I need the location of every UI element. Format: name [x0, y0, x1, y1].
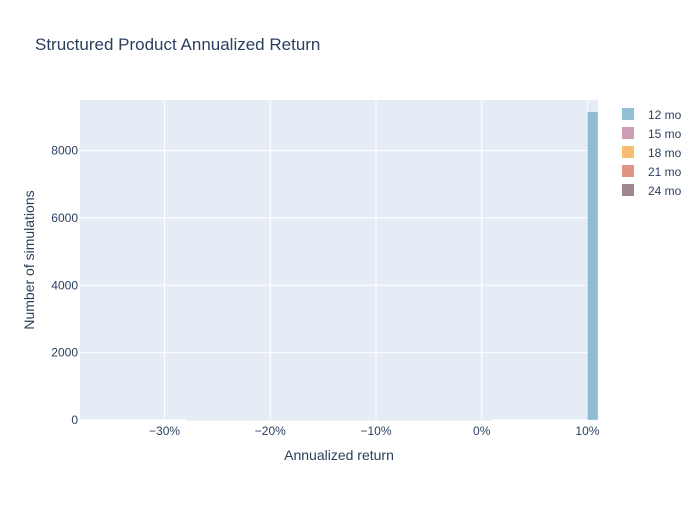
legend-item[interactable]: 18 mo — [622, 146, 682, 160]
x-axis-title: Annualized return — [284, 447, 394, 463]
legend-swatch — [622, 108, 634, 120]
histogram-bar[interactable] — [460, 419, 472, 421]
histogram-bar[interactable] — [375, 419, 387, 421]
legend-item[interactable]: 21 mo — [622, 165, 682, 179]
histogram-bar[interactable] — [470, 419, 482, 421]
plot-area — [80, 100, 598, 420]
legend-label: 21 mo — [648, 165, 682, 179]
legend-swatch — [622, 127, 634, 139]
histogram-bars — [185, 111, 599, 421]
y-tick-label: 4000 — [51, 278, 78, 292]
histogram-bar[interactable] — [418, 419, 430, 421]
histogram-bar[interactable] — [322, 419, 334, 421]
y-tick-label: 2000 — [51, 346, 78, 360]
legend-label: 18 mo — [648, 146, 682, 160]
histogram-bar[interactable] — [280, 419, 292, 421]
histogram-bar[interactable] — [238, 419, 250, 421]
histogram-bar[interactable] — [407, 419, 419, 421]
histogram-bar[interactable] — [439, 419, 451, 421]
legend[interactable]: 12 mo 15 mo 18 mo 21 mo 24 mo — [622, 108, 682, 198]
histogram-bar[interactable] — [259, 419, 271, 421]
histogram-bar[interactable] — [481, 419, 493, 421]
y-axis-ticks: 0 2000 4000 6000 8000 — [51, 144, 78, 427]
histogram-bar[interactable] — [312, 419, 324, 421]
x-tick-label: −20% — [255, 424, 286, 438]
histogram-bar[interactable] — [333, 419, 345, 421]
legend-swatch — [622, 184, 634, 196]
x-axis-ticks: −30% −20% −10% 0% 10% — [149, 424, 600, 438]
histogram-bar[interactable] — [354, 419, 366, 421]
legend-label: 12 mo — [648, 108, 682, 122]
legend-swatch — [622, 146, 634, 158]
legend-label: 15 mo — [648, 127, 682, 141]
x-tick-label: −30% — [149, 424, 180, 438]
legend-item[interactable]: 24 mo — [622, 184, 682, 198]
x-tick-label: 10% — [575, 424, 599, 438]
x-tick-label: −10% — [360, 424, 391, 438]
x-tick-label: 0% — [473, 424, 491, 438]
histogram-bar[interactable] — [587, 111, 599, 421]
histogram-bar[interactable] — [386, 419, 398, 421]
legend-label: 24 mo — [648, 184, 682, 198]
histogram-bar[interactable] — [248, 419, 260, 421]
histogram-bar[interactable] — [301, 419, 313, 421]
y-tick-label: 0 — [71, 413, 78, 427]
histogram-bar[interactable] — [396, 419, 408, 421]
legend-swatch — [622, 165, 634, 177]
legend-item[interactable]: 15 mo — [622, 127, 682, 141]
histogram-bar[interactable] — [291, 419, 303, 421]
histogram-bar[interactable] — [449, 419, 461, 421]
chart-title: Structured Product Annualized Return — [35, 35, 320, 54]
histogram-bar[interactable] — [217, 419, 229, 421]
y-tick-label: 8000 — [51, 144, 78, 158]
y-tick-label: 6000 — [51, 211, 78, 225]
histogram-bar[interactable] — [185, 419, 197, 421]
histogram-bar[interactable] — [365, 419, 377, 421]
histogram-bar[interactable] — [206, 419, 218, 421]
histogram-bar[interactable] — [196, 419, 208, 421]
histogram-bar[interactable] — [428, 419, 440, 421]
histogram-bar[interactable] — [227, 419, 239, 421]
y-axis-title: Number of simulations — [21, 190, 37, 329]
histogram-bar[interactable] — [270, 419, 282, 421]
histogram-bar[interactable] — [344, 419, 356, 421]
legend-item[interactable]: 12 mo — [622, 108, 682, 122]
